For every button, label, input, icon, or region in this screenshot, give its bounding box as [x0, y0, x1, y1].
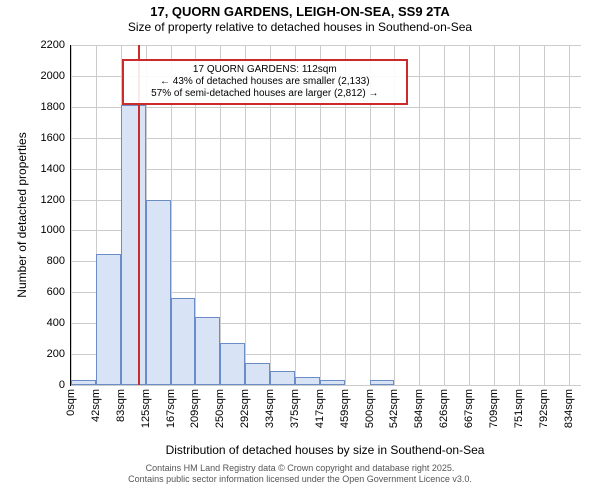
gridline-horizontal — [71, 45, 581, 46]
gridline-horizontal — [71, 107, 581, 108]
footer-line: Contains HM Land Registry data © Crown c… — [0, 463, 600, 474]
histogram-bar — [220, 343, 245, 385]
chart-area: 0200400600800100012001400160018002000220… — [0, 0, 600, 500]
x-tick-label: 209sqm — [189, 385, 201, 428]
annotation-line: ← 43% of detached houses are smaller (2,… — [130, 76, 400, 88]
x-tick-label: 834sqm — [563, 385, 575, 428]
histogram-bar — [71, 380, 96, 385]
y-tick-label: 1800 — [41, 101, 71, 113]
x-tick-label: 542sqm — [388, 385, 400, 428]
x-tick-label: 83sqm — [115, 385, 127, 422]
y-tick-label: 1600 — [41, 132, 71, 144]
x-tick-label: 667sqm — [463, 385, 475, 428]
gridline-vertical — [444, 45, 445, 385]
gridline-vertical — [544, 45, 545, 385]
gridline-vertical — [469, 45, 470, 385]
x-tick-label: 167sqm — [165, 385, 177, 428]
x-tick-label: 0sqm — [65, 385, 77, 416]
x-tick-label: 459sqm — [339, 385, 351, 428]
x-tick-label: 125sqm — [140, 385, 152, 428]
histogram-bar — [245, 363, 270, 385]
histogram-bar — [146, 200, 171, 385]
x-tick-label: 334sqm — [264, 385, 276, 428]
x-tick-label: 250sqm — [214, 385, 226, 428]
histogram-bar — [96, 254, 121, 385]
gridline-vertical — [519, 45, 520, 385]
x-tick-label: 751sqm — [513, 385, 525, 428]
footer-line: Contains public sector information licen… — [0, 474, 600, 485]
x-tick-label: 42sqm — [90, 385, 102, 422]
chart-container: 17, QUORN GARDENS, LEIGH-ON-SEA, SS9 2TA… — [0, 0, 600, 500]
annotation-box: 17 QUORN GARDENS: 112sqm← 43% of detache… — [122, 59, 408, 105]
x-tick-label: 500sqm — [364, 385, 376, 428]
histogram-bar — [295, 377, 320, 385]
annotation-line: 17 QUORN GARDENS: 112sqm — [130, 64, 400, 76]
gridline-horizontal — [71, 169, 581, 170]
histogram-bar — [370, 380, 395, 385]
y-tick-label: 2200 — [41, 39, 71, 51]
y-tick-label: 600 — [47, 286, 71, 298]
gridline-horizontal — [71, 138, 581, 139]
histogram-bar — [320, 380, 345, 385]
gridline-vertical — [71, 45, 72, 385]
y-tick-label: 1200 — [41, 194, 71, 206]
y-tick-label: 800 — [47, 255, 71, 267]
y-tick-label: 2000 — [41, 70, 71, 82]
gridline-vertical — [494, 45, 495, 385]
plot-region: 0200400600800100012001400160018002000220… — [70, 45, 581, 386]
gridline-vertical — [569, 45, 570, 385]
x-tick-label: 792sqm — [538, 385, 550, 428]
annotation-line: 57% of semi-detached houses are larger (… — [130, 88, 400, 100]
histogram-bar — [121, 105, 146, 385]
x-tick-label: 626sqm — [438, 385, 450, 428]
x-tick-label: 709sqm — [488, 385, 500, 428]
y-tick-label: 1400 — [41, 163, 71, 175]
y-tick-label: 400 — [47, 317, 71, 329]
gridline-vertical — [419, 45, 420, 385]
y-axis-label: Number of detached properties — [15, 132, 29, 297]
x-axis-label: Distribution of detached houses by size … — [166, 443, 485, 457]
y-tick-label: 1000 — [41, 224, 71, 236]
x-tick-label: 292sqm — [239, 385, 251, 428]
histogram-bar — [171, 298, 196, 385]
x-tick-label: 584sqm — [413, 385, 425, 428]
histogram-bar — [195, 317, 220, 385]
footer-attribution: Contains HM Land Registry data © Crown c… — [0, 463, 600, 485]
x-tick-label: 417sqm — [314, 385, 326, 428]
y-tick-label: 200 — [47, 348, 71, 360]
x-tick-label: 375sqm — [289, 385, 301, 428]
histogram-bar — [270, 371, 295, 385]
